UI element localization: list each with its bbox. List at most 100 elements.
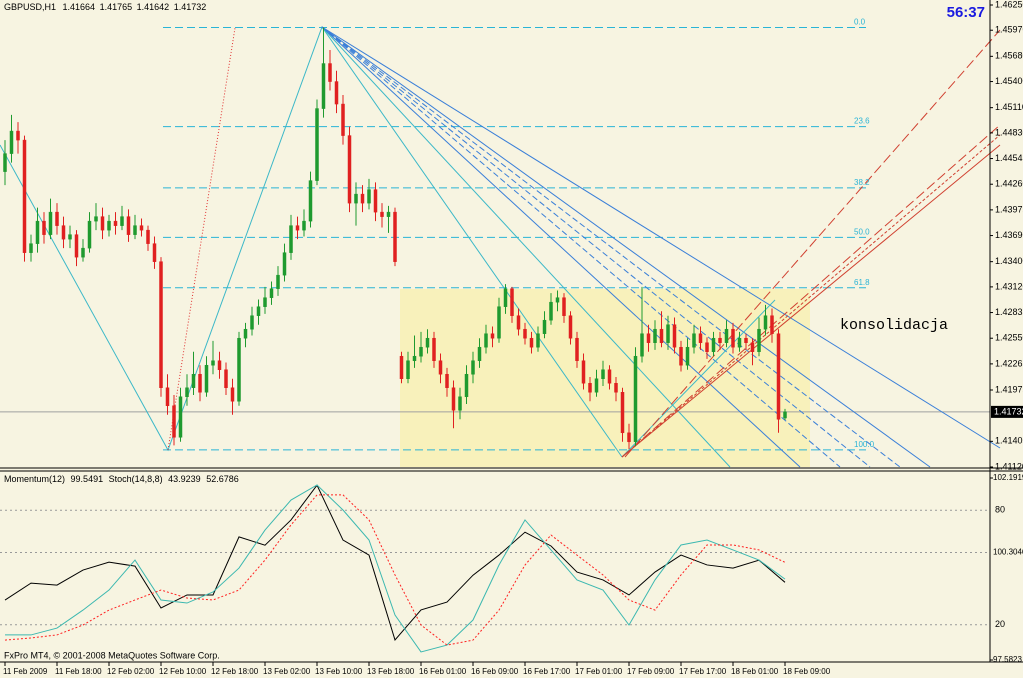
candle-body [61,225,66,240]
open: 1.41664 [63,2,96,12]
candle-body [646,333,651,343]
candle-body [432,337,436,361]
candle-body [666,324,670,343]
indicator-header: Momentum(12) 99.5491 Stoch(14,8,8) 43.92… [4,474,239,484]
candle-body [490,333,495,339]
candle-body [120,216,124,226]
candle-body [35,220,40,244]
candle-body [607,369,612,384]
candle-body [471,360,475,375]
candle-body [3,153,7,172]
candle-body [178,396,183,438]
candle-body [295,225,300,231]
candle-body [269,288,274,298]
candle-body [549,301,553,321]
candle-body [594,378,599,393]
indicator-value: 43.9239 [168,474,201,484]
candle-body [250,315,254,330]
y-tick-label: 1.45110 [995,102,1023,112]
candle-body [731,328,735,348]
candle-body [100,216,105,231]
candle-body [601,369,605,379]
candle-body [256,306,261,316]
x-tick-label: 13 Feb 18:00 [367,667,415,676]
candle-body [354,193,358,204]
candle-body [289,225,293,253]
candle-body [146,229,150,244]
candle-body [679,346,683,366]
x-tick-label: 17 Feb 01:00 [575,667,623,676]
x-tick-label: 18 Feb 09:00 [783,667,831,676]
candle-body [744,337,748,343]
y-tick-label: 1.43975 [995,204,1023,214]
x-tick-label: 17 Feb 09:00 [627,667,675,676]
channel-line [621,144,1001,458]
candle-body [29,243,33,253]
y-tick-label: 1.41405 [995,436,1023,446]
trend-line [167,27,236,451]
candle-body [536,333,540,348]
indicator-name: Stoch(14,8,8) [109,474,163,484]
fib-label: 61.8 [854,278,870,287]
candle-body [484,333,488,348]
y-tick-label: 1.44830 [995,127,1023,137]
fib-label: 100.0 [854,440,875,449]
fan-line [321,26,901,468]
bar-timer: 56:37 [947,4,985,21]
y-tick-label: 1.41975 [995,384,1023,394]
y-tick-label: 1.45970 [995,25,1023,35]
candle-body [276,274,280,289]
low: 1.41642 [137,2,170,12]
candle-body [464,373,469,398]
y-tick-label: 1.45680 [995,51,1023,61]
channel-line [621,134,1001,458]
indicator-name: Momentum(12) [4,474,65,484]
candle-body [575,337,579,361]
y-tick-label: 1.42265 [995,358,1023,368]
candle-body [360,193,365,204]
candle-body [425,337,430,348]
indicator-line [4,484,786,641]
candle-body [692,333,696,348]
x-tick-label: 11 Feb 18:00 [55,667,102,676]
indicator-value: 52.6786 [206,474,239,484]
trend-lines [0,25,1001,468]
candle-body [477,346,482,361]
x-tick-label: 16 Feb 17:00 [523,667,571,676]
annotation: konsolidacja [840,317,948,334]
candle-body [529,337,534,348]
candle-body [581,360,586,384]
x-tick-label: 16 Feb 09:00 [471,667,519,676]
candle-body [373,189,378,213]
x-tick-label: 13 Feb 10:00 [315,667,363,676]
y-tick-label: 1.43690 [995,230,1023,240]
zigzag [0,25,623,458]
x-tick-label: 12 Feb 02:00 [107,667,155,676]
last-price-box [991,405,1023,418]
y2-tick-label: 97.5823 [993,655,1022,664]
y-tick-label: 20 [995,619,1005,629]
candle-body [445,373,449,388]
candle-body [308,180,313,222]
y-tick-label: 1.42835 [995,307,1023,317]
candle-body [42,220,46,235]
fib-label: 38.2 [854,178,870,187]
candle-body [237,337,241,402]
candle-body [386,211,391,217]
candle-body [718,337,722,343]
candle-body [16,130,20,141]
x-tick-label: 11 Feb 2009 [3,667,48,676]
candle-body [321,63,326,109]
candle-body [711,337,716,352]
y-tick-label: 1.43120 [995,281,1023,291]
candle-body [315,108,319,181]
candle-body [776,333,781,420]
candle-body [55,211,59,226]
candle-body [107,220,111,231]
candle-body [217,360,222,370]
y2-tick-label: 102.1919 [993,473,1023,482]
candle-body [406,360,410,379]
candle-body [48,211,53,235]
